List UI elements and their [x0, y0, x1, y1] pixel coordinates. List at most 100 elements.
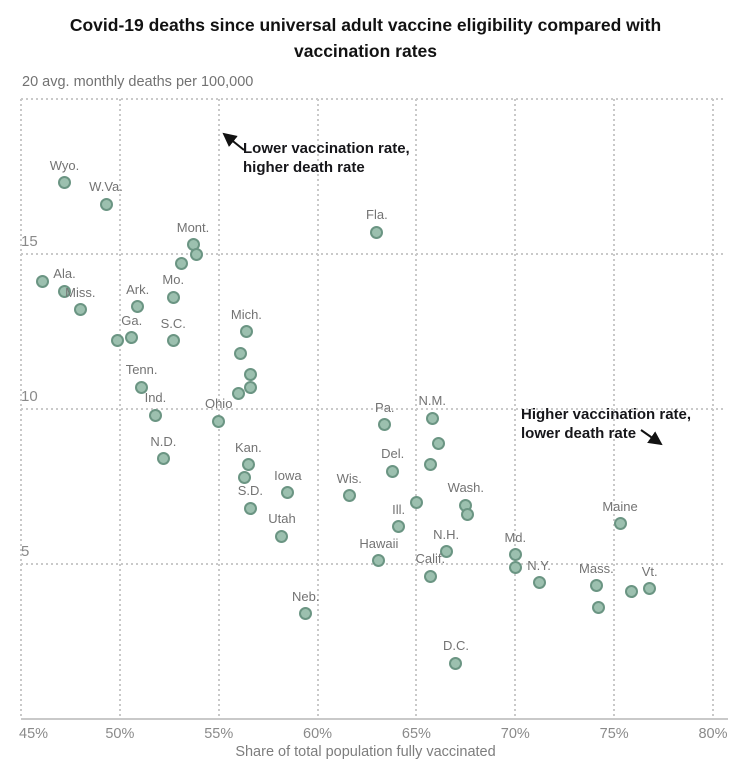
data-point	[125, 331, 139, 345]
data-point-label: Vt.	[641, 563, 658, 579]
x-axis-tick-label: 65%	[401, 726, 431, 742]
data-point	[231, 387, 245, 400]
data-point-label: Wis.	[336, 470, 362, 486]
data-point-label: N.M.	[418, 393, 446, 409]
data-point-label: Ark.	[126, 281, 150, 297]
data-point	[386, 464, 400, 478]
data-point-label: Mo.	[162, 272, 185, 288]
data-point-label: Md.	[504, 529, 527, 545]
data-point	[99, 197, 113, 211]
data-point	[392, 520, 406, 534]
data-point	[275, 529, 289, 543]
data-point	[148, 408, 162, 422]
data-point	[625, 585, 639, 599]
data-point	[57, 284, 71, 298]
data-point	[372, 554, 386, 568]
y-axis-tick-label: 5	[21, 543, 30, 560]
data-point	[135, 380, 149, 394]
data-point-label: D.C.	[442, 638, 469, 654]
data-point-label: Mass.	[579, 560, 614, 576]
data-point	[342, 489, 356, 503]
data-point-label: N.Y.	[527, 557, 551, 573]
data-point-label: Ind.	[144, 390, 167, 406]
data-point	[239, 325, 253, 338]
data-point-label: Calif.	[415, 551, 446, 567]
data-point-label: W.Va.	[89, 179, 123, 195]
data-point	[461, 507, 475, 521]
data-point	[378, 418, 392, 431]
data-point	[212, 414, 226, 428]
data-point-label: S.C.	[160, 315, 186, 331]
data-point	[591, 600, 605, 614]
data-point	[156, 452, 170, 466]
x-axis-tick-label: 75%	[599, 726, 629, 742]
data-point-label: Miss.	[65, 284, 96, 300]
annotation-lower-vaccination: Lower vaccination rate, higher death rat…	[243, 140, 410, 176]
data-point	[643, 582, 657, 596]
data-point	[508, 548, 522, 562]
data-point	[174, 256, 188, 270]
data-point-label: Fla.	[366, 207, 388, 223]
data-point	[36, 275, 50, 289]
data-point	[409, 495, 423, 509]
data-point-label: N.D.	[150, 433, 177, 449]
y-axis-tick-label: 15	[21, 233, 38, 250]
data-point	[299, 607, 313, 621]
data-point-label: Hawaii	[359, 535, 399, 551]
data-point-label: Ill.	[392, 501, 406, 517]
data-point	[370, 225, 384, 239]
data-point	[166, 290, 180, 304]
data-point	[613, 517, 627, 531]
data-point-label: N.H.	[433, 526, 460, 542]
data-point-label: S.D.	[237, 483, 263, 499]
data-point	[241, 458, 255, 472]
data-point	[73, 303, 87, 317]
data-point-label: Mont.	[176, 219, 210, 235]
arrow-lower-vaccination	[222, 132, 245, 151]
x-axis-tick-label: 60%	[303, 726, 333, 742]
data-point	[431, 436, 445, 450]
x-axis-tick-label: 50%	[105, 726, 135, 742]
data-point-label: Del.	[381, 446, 405, 461]
data-point	[423, 458, 437, 472]
data-point-label: Wyo.	[49, 157, 80, 173]
chart-title: Covid-19 deaths since universal adult va…	[0, 12, 731, 64]
horizontal-gridline	[21, 408, 723, 410]
data-point	[508, 560, 522, 574]
data-point	[589, 579, 603, 593]
x-axis-line	[21, 718, 728, 720]
data-point-label: Pa.	[375, 399, 395, 415]
data-point	[111, 334, 125, 348]
x-axis-tick-label: 45%	[19, 726, 49, 742]
y-axis-tick-label: 10	[21, 388, 38, 405]
data-point	[532, 576, 546, 590]
data-point-label: Ala.	[53, 266, 76, 282]
data-point	[243, 380, 257, 394]
data-point	[449, 656, 463, 670]
y-axis-unit-label: 20 avg. monthly deaths per 100,000	[22, 74, 254, 90]
data-point-label: Mich.	[230, 306, 262, 322]
x-axis-title: Share of total population fully vaccinat…	[235, 744, 496, 760]
data-point-label: Wash.	[447, 480, 485, 496]
data-point	[190, 247, 204, 261]
horizontal-gridline	[21, 98, 723, 100]
x-axis-tick-label: 55%	[204, 726, 234, 742]
data-point	[233, 346, 247, 360]
data-point-label: Iowa	[274, 467, 302, 483]
data-point	[243, 368, 257, 382]
x-axis-tick-label: 70%	[500, 726, 530, 742]
annotation-higher-vaccination: Higher vaccination rate, lower death rat…	[521, 406, 692, 442]
data-point	[281, 486, 295, 500]
data-point	[439, 545, 453, 559]
horizontal-gridline	[21, 253, 723, 255]
chart-title-text: Covid-19 deaths since universal adult va…	[69, 15, 662, 61]
data-point	[237, 470, 251, 484]
data-point-label: Maine	[602, 498, 638, 514]
data-point-label: Ohio	[204, 396, 233, 412]
data-point-label: Neb.	[291, 588, 320, 604]
data-point	[243, 501, 257, 515]
data-point-label: Ga.	[121, 312, 143, 328]
data-point	[166, 334, 180, 348]
